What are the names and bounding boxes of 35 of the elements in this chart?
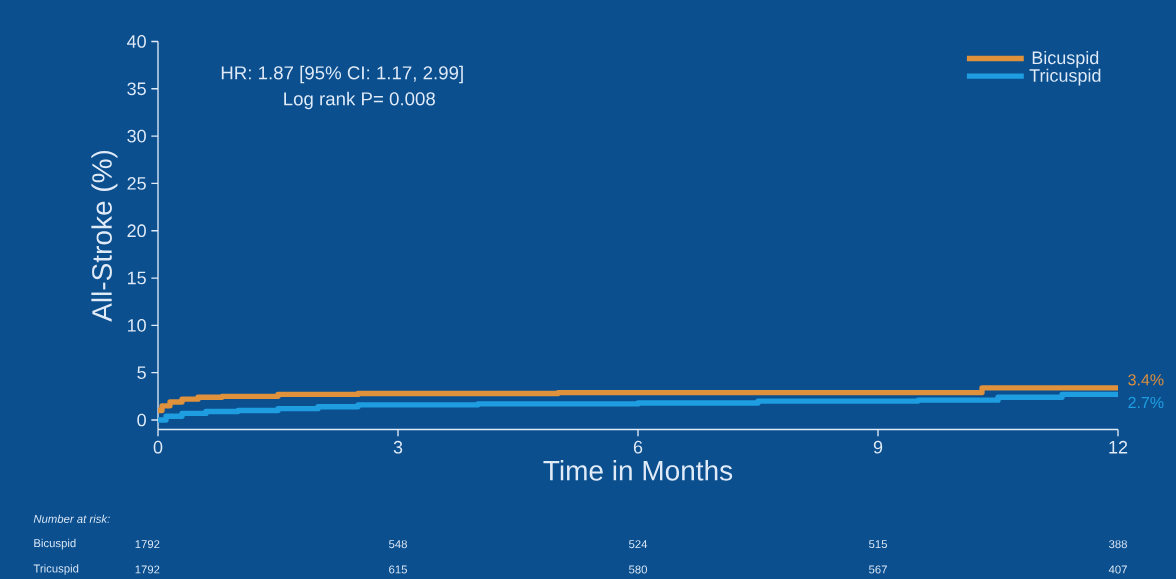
text: 615 — [389, 565, 407, 574]
legend-label: Bicuspid — [1032, 50, 1099, 68]
x-tick-label: 6 — [633, 440, 643, 454]
x-tick-label: 0 — [153, 440, 163, 454]
annotation: HR: 1.87 [95% CI: 1.17, 2.99] — [221, 65, 463, 84]
legend-label: Tricuspid — [1029, 68, 1101, 86]
text: Tricuspid — [33, 564, 79, 575]
text: 407 — [1108, 565, 1127, 574]
text: Number at risk: — [33, 514, 110, 523]
text: 548 — [389, 540, 407, 549]
x-tick-label: 3 — [393, 440, 403, 454]
x-tick-label: 12 — [1109, 440, 1128, 454]
annotation: 2.7% — [1128, 396, 1164, 408]
y-tick-label: 30 — [127, 129, 146, 143]
y-tick-label: 5 — [137, 366, 146, 379]
text: 580 — [629, 565, 648, 574]
y-tick-label: 20 — [127, 224, 146, 237]
annotation: Log rank P= 0.008 — [284, 91, 435, 110]
y-tick-label: 15 — [127, 271, 146, 285]
y-axis-title: All-Stroke (%) — [91, 150, 118, 322]
text: 388 — [1109, 540, 1127, 549]
y-tick-label: 10 — [127, 318, 146, 332]
annotation: 3.4% — [1128, 374, 1164, 386]
text: 515 — [869, 540, 887, 548]
y-tick-label: 25 — [127, 176, 146, 190]
y-tick-label: 35 — [127, 82, 146, 96]
text: 1792 — [135, 540, 160, 549]
text: Bicuspid — [34, 538, 76, 550]
x-tick-label: 9 — [873, 440, 883, 454]
y-tick-label: 0 — [137, 413, 146, 427]
y-tick-label: 40 — [127, 35, 146, 48]
text: 1792 — [135, 565, 160, 574]
x-axis-title: Time in Months — [543, 459, 733, 481]
text: 567 — [869, 565, 887, 574]
text: 524 — [629, 540, 648, 549]
